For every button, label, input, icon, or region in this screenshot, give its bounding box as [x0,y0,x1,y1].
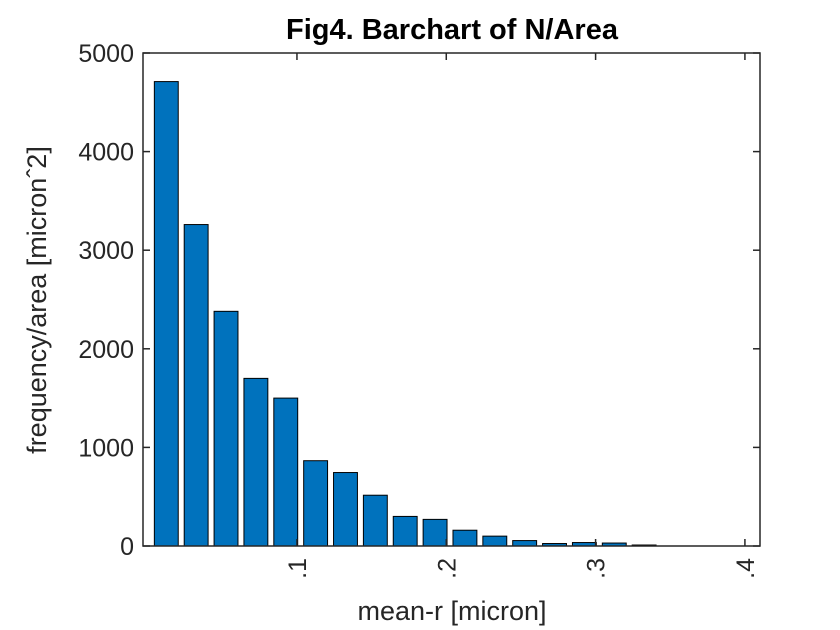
bars [153,81,657,547]
x-axis-label: mean-r [micron] [357,596,546,626]
x-tick-label: .1 [284,558,312,579]
y-tick-label: 4000 [78,139,134,167]
y-axis-label: frequency/area [micronˆ2] [22,146,52,454]
bar [392,515,418,547]
x-tick-label: .3 [583,558,611,579]
bar [243,377,269,547]
y-tick-label: 3000 [78,237,134,265]
bar [213,310,239,547]
axes-box [142,52,761,547]
chart-title: Fig4. Barchart of N/Area [286,14,619,46]
y-tick-label: 1000 [78,434,134,462]
bar [422,518,448,547]
y-tick-label: 0 [120,533,134,561]
bar [273,397,299,547]
y-tick-label: 5000 [78,40,134,68]
bar [153,81,179,547]
x-tick-label: .4 [732,558,760,579]
bar [482,535,508,547]
bar [183,224,209,547]
bar [303,460,329,547]
ticks: 0 1000 2000 3000 4000 5000 .1 .2 .3 .4 [78,40,760,579]
bar [452,529,478,547]
x-tick-label: .2 [433,558,461,579]
bar [512,540,538,547]
bar [333,472,358,547]
bar [362,494,388,547]
y-tick-label: 2000 [78,336,134,364]
